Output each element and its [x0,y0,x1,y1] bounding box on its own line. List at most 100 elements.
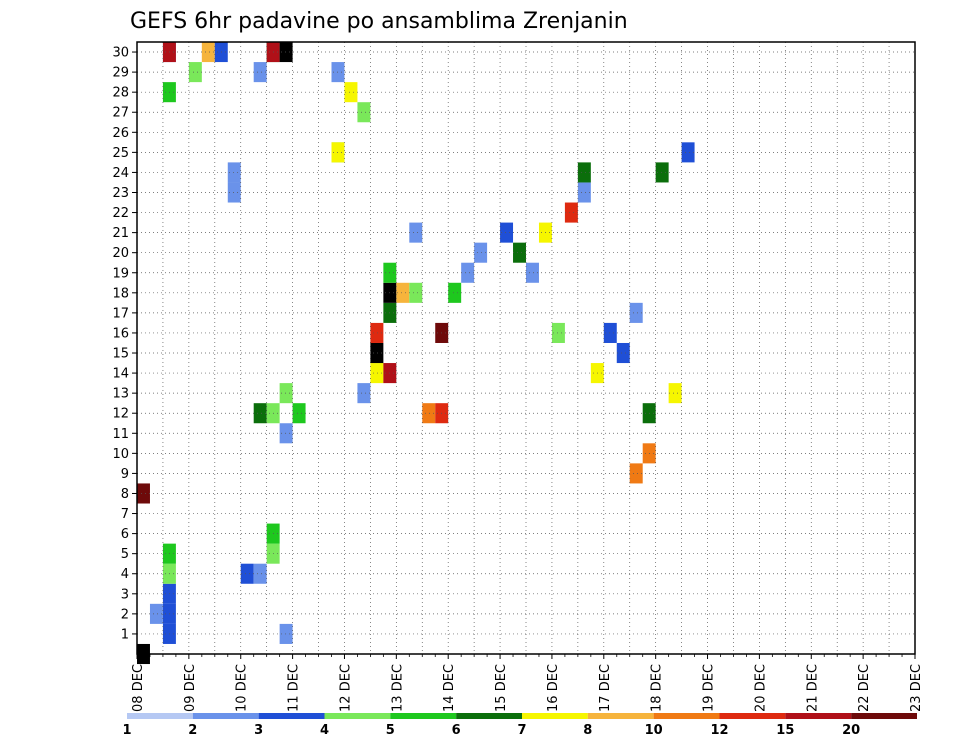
chart-title: GEFS 6hr padavine po ansamblima Zrenjani… [130,9,628,34]
heatmap-cell [526,262,539,283]
y-tick-label: 19 [112,266,129,281]
colorbar-tick-label: 5 [386,723,395,738]
colorbar-swatch [851,713,917,719]
y-tick-label: 12 [112,407,129,422]
x-tick-label: 22 DEC [857,664,872,712]
heatmap-cell [616,342,630,364]
heatmap-cells [137,42,695,665]
y-tick-label: 1 [121,627,129,642]
heatmap-cell [370,342,384,364]
heatmap-cell [655,162,669,183]
colorbar-swatch [456,713,522,719]
y-tick-label: 5 [121,547,129,562]
heatmap-cell [137,483,150,504]
heatmap-cell [474,242,488,263]
y-tick-label: 16 [112,326,129,341]
y-tick-label: 6 [121,527,129,542]
heatmap-cell [279,423,293,444]
heatmap-cell [227,162,241,183]
x-tick-label: 21 DEC [805,664,820,712]
colorbar-tick-label: 20 [842,723,860,738]
y-tick-label: 20 [112,246,129,261]
colorbar-swatch [127,713,193,719]
y-tick-label: 30 [112,46,129,61]
y-axis-ticks: 1234567891011121314151617181920212223242… [112,46,137,642]
heatmap-cell [240,563,254,584]
x-tick-label: 18 DEC [650,664,665,712]
y-tick-label: 21 [112,226,129,241]
heatmap-cell [422,403,436,424]
colorbar-tick-label: 3 [254,723,263,738]
x-tick-label: 20 DEC [753,664,768,712]
heatmap-cell [370,363,384,384]
colorbar-swatch [192,713,259,719]
y-tick-label: 24 [112,166,129,181]
colorbar-tick-label: 2 [188,723,197,738]
heatmap-cell [448,282,462,303]
heatmap-cell [577,162,591,183]
y-tick-label: 18 [112,286,129,301]
colorbar: 1 2 3 4 5 6 7 8 10 12 15 20 [122,713,917,738]
x-tick-label: 08 DEC [131,664,146,712]
colorbar-swatch [258,713,325,719]
heatmap-cell [357,383,371,404]
y-tick-label: 13 [112,387,129,402]
x-tick-label: 10 DEC [235,664,250,712]
y-tick-label: 7 [121,507,129,522]
colorbar-tick-label: 12 [710,723,728,738]
colorbar-swatch [653,713,720,719]
colorbar-swatch [587,713,654,719]
heatmap-cell [149,603,163,624]
heatmap-cell [253,403,267,424]
x-tick-label: 17 DEC [598,664,613,712]
heatmap-cell [551,322,565,343]
y-tick-label: 9 [121,467,129,482]
x-axis-ticks: 08 DEC 09 DEC 10 DEC 11 DEC 12 DEC 13 DEC 14 D… [131,654,924,712]
heatmap-cell [461,262,475,283]
y-tick-label: 27 [112,106,129,121]
x-tick-label: 13 DEC [390,664,405,712]
heatmap-cell [279,383,293,404]
heatmap-cell [513,242,526,263]
heatmap-cell [668,383,682,404]
colorbar-tick-label: 15 [776,723,794,738]
x-tick-label: 12 DEC [338,664,353,712]
x-tick-label: 15 DEC [494,664,509,712]
heatmap-cell [564,202,578,223]
y-tick-label: 3 [121,587,129,602]
y-tick-label: 22 [112,206,129,221]
y-tick-label: 2 [121,607,129,622]
heatmap-cell [292,403,306,424]
colorbar-tick-label: 10 [645,723,663,738]
colorbar-swatch [719,713,786,719]
y-tick-label: 29 [112,66,129,81]
x-tick-label: 23 DEC [909,664,924,712]
colorbar-swatch [785,713,852,719]
heatmap-cell [629,463,643,484]
dotted-grid [136,42,916,654]
heatmap-cell [227,182,241,203]
y-tick-label: 8 [121,487,129,502]
colorbar-swatch [390,713,457,719]
heatmap-cell [279,623,293,644]
y-tick-label: 28 [112,86,129,101]
heatmap-cell [344,82,358,103]
colorbar-tick-label: 7 [517,723,526,738]
y-tick-label: 17 [112,306,129,321]
heatmap-cell [409,282,423,303]
y-tick-label: 26 [112,126,129,141]
heatmap-cell [500,222,514,243]
x-tick-label: 09 DEC [183,664,198,712]
colorbar-tick-label: 6 [452,723,461,738]
heatmap-cell [396,282,410,303]
heatmap-cell [357,102,371,123]
y-tick-label: 14 [112,367,129,382]
heatmap-cell [629,302,643,323]
y-tick-label: 11 [112,427,129,442]
x-tick-label: 11 DEC [287,664,302,712]
y-tick-label: 4 [121,567,129,582]
colorbar-tick-label: 8 [583,723,592,738]
heatmap-cell [188,62,202,83]
y-tick-label: 23 [112,186,129,201]
heatmap-cell [201,42,215,63]
